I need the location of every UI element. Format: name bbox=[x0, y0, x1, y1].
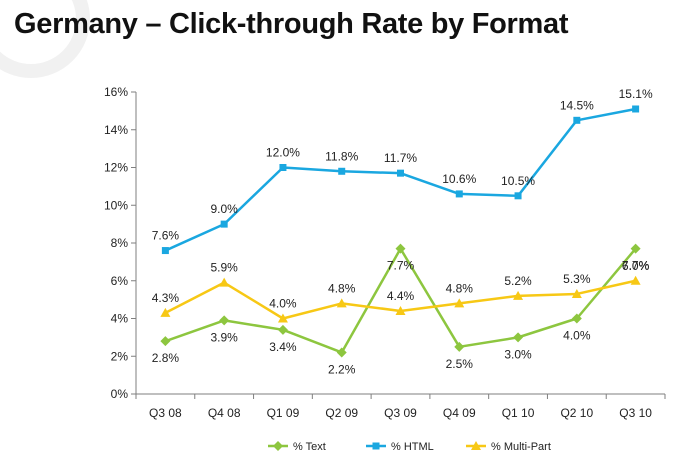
data-label: 15.1% bbox=[619, 87, 653, 101]
x-tick-label: Q4 09 bbox=[443, 406, 476, 420]
data-point bbox=[160, 307, 171, 317]
legend-label: % Text bbox=[293, 441, 326, 453]
data-label: 11.8% bbox=[325, 149, 358, 163]
data-point bbox=[513, 290, 524, 300]
data-point bbox=[336, 298, 347, 308]
data-point bbox=[219, 315, 230, 326]
data-label: 9.0% bbox=[210, 202, 238, 216]
data-label: 7.7% bbox=[622, 259, 650, 273]
data-point bbox=[277, 324, 288, 335]
data-point bbox=[630, 275, 641, 285]
data-label: 11.7% bbox=[384, 151, 417, 165]
data-point bbox=[455, 190, 463, 198]
data-label: 10.6% bbox=[442, 172, 476, 186]
data-label: 4.8% bbox=[446, 281, 474, 295]
legend-swatch-marker bbox=[372, 442, 380, 450]
x-tick-label: Q1 10 bbox=[502, 406, 535, 420]
data-label: 2.8% bbox=[152, 351, 180, 365]
data-label: 3.0% bbox=[504, 347, 532, 361]
legend-swatch-marker bbox=[273, 441, 283, 451]
data-label: 3.4% bbox=[269, 340, 297, 354]
x-tick-label: Q4 08 bbox=[208, 406, 241, 420]
data-label: 4.0% bbox=[563, 329, 591, 343]
x-tick-label: Q2 09 bbox=[325, 406, 358, 420]
data-point bbox=[571, 313, 582, 324]
data-point bbox=[277, 313, 288, 323]
data-label: 5.9% bbox=[210, 261, 238, 275]
x-tick-label: Q3 10 bbox=[619, 406, 652, 420]
data-point bbox=[395, 305, 406, 315]
data-label: 5.3% bbox=[563, 272, 591, 286]
data-point bbox=[395, 243, 406, 254]
data-label: 7.7% bbox=[387, 259, 415, 273]
data-label: 5.2% bbox=[504, 274, 532, 288]
data-point bbox=[573, 116, 581, 124]
data-label: 10.5% bbox=[501, 174, 535, 188]
y-tick-label: 0% bbox=[111, 387, 129, 401]
data-point bbox=[336, 347, 347, 358]
data-label: 2.2% bbox=[328, 362, 356, 376]
data-label: 6.0% bbox=[622, 259, 650, 273]
y-tick-label: 16% bbox=[104, 85, 128, 99]
y-tick-label: 8% bbox=[111, 236, 129, 250]
data-label: 4.4% bbox=[387, 289, 415, 303]
data-point bbox=[161, 247, 169, 255]
data-label: 4.3% bbox=[152, 291, 180, 305]
legend-label: % Multi-Part bbox=[491, 441, 551, 453]
data-label: 2.5% bbox=[446, 357, 474, 371]
data-point bbox=[630, 243, 641, 254]
chart-title: Germany – Click-through Rate by Format bbox=[14, 8, 569, 40]
y-tick-label: 10% bbox=[104, 198, 128, 212]
data-point bbox=[279, 164, 287, 171]
legend-swatch-marker bbox=[471, 441, 481, 450]
data-label: 3.9% bbox=[210, 330, 238, 344]
y-tick-label: 2% bbox=[111, 349, 129, 363]
x-tick-label: Q1 09 bbox=[267, 406, 300, 420]
data-label: 7.6% bbox=[152, 229, 180, 243]
data-point bbox=[219, 277, 230, 287]
y-tick-label: 4% bbox=[111, 312, 129, 326]
data-point bbox=[220, 220, 228, 228]
data-point bbox=[454, 298, 465, 308]
data-point bbox=[513, 332, 524, 343]
data-point bbox=[571, 288, 582, 298]
x-tick-label: Q3 09 bbox=[384, 406, 417, 420]
y-tick-label: 6% bbox=[111, 274, 129, 288]
data-point bbox=[338, 167, 346, 175]
data-point bbox=[397, 169, 404, 177]
series-line-2 bbox=[164, 107, 636, 252]
y-tick-label: 12% bbox=[104, 161, 128, 175]
data-label: 4.0% bbox=[269, 297, 297, 311]
x-tick-label: Q2 10 bbox=[560, 406, 593, 420]
data-point bbox=[514, 192, 522, 200]
x-tick-label: Q3 08 bbox=[149, 406, 182, 420]
data-point bbox=[632, 105, 640, 113]
data-label: 4.8% bbox=[328, 281, 356, 295]
data-label: 14.5% bbox=[560, 98, 594, 112]
legend-label: % HTML bbox=[391, 441, 434, 453]
data-label: 12.0% bbox=[266, 146, 300, 160]
data-point bbox=[160, 336, 171, 347]
y-tick-label: 14% bbox=[104, 123, 128, 137]
data-point bbox=[454, 341, 465, 352]
